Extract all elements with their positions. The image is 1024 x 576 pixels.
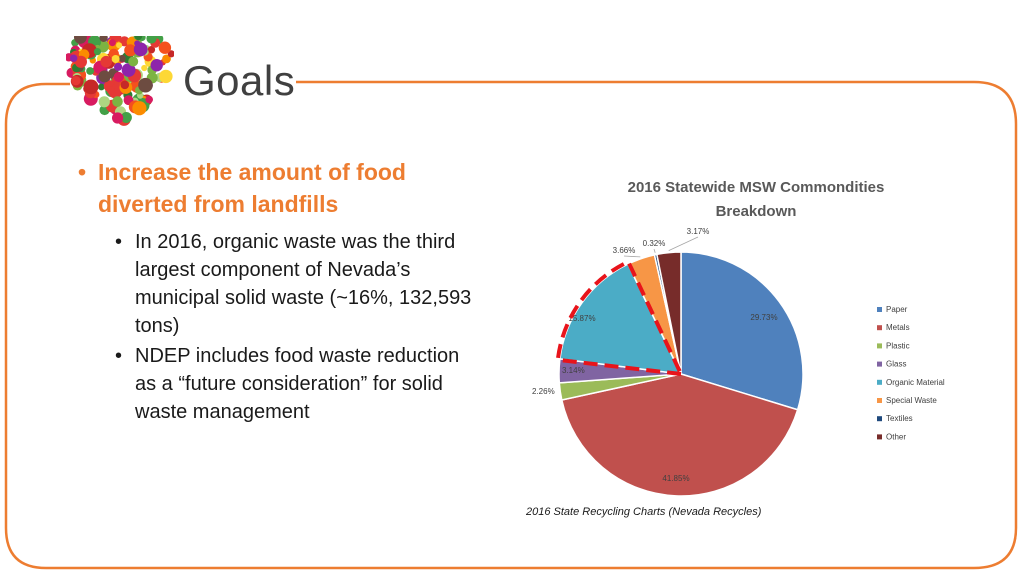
produce-dot bbox=[86, 67, 94, 75]
legend-swatch bbox=[877, 379, 882, 385]
produce-dot bbox=[132, 101, 147, 116]
sub-bullet-text: NDEP includes food waste reduction as a … bbox=[135, 345, 460, 423]
data-label: 2.26% bbox=[532, 387, 555, 396]
produce-dot bbox=[124, 44, 137, 57]
bullet-dot: • bbox=[115, 231, 123, 253]
pie-slice-paper bbox=[680, 251, 804, 411]
produce-dot bbox=[118, 54, 126, 62]
leader-line bbox=[653, 248, 656, 253]
legend-swatch bbox=[877, 343, 882, 349]
bullet-list: • Increase the amount of food diverted f… bbox=[78, 156, 478, 426]
produce-dot bbox=[70, 54, 78, 62]
produce-dot bbox=[159, 69, 173, 84]
bullet-main-text: Increase the amount of food diverted fro… bbox=[98, 159, 406, 217]
produce-dot bbox=[111, 55, 120, 63]
produce-dot bbox=[83, 79, 99, 95]
produce-dot bbox=[98, 96, 110, 108]
sub-bullet-text: In 2016, organic waste was the third lar… bbox=[135, 231, 472, 337]
leader-line bbox=[668, 236, 699, 251]
produce-dot bbox=[114, 62, 123, 71]
produce-dot bbox=[134, 36, 143, 41]
legend-label: Special Waste bbox=[886, 396, 937, 405]
pie-slice-metals bbox=[560, 373, 799, 497]
produce-dot bbox=[120, 112, 132, 123]
data-label: 15.87% bbox=[568, 314, 595, 323]
produce-dot bbox=[116, 42, 123, 49]
legend-label: Paper bbox=[886, 305, 908, 314]
produce-dot bbox=[108, 39, 116, 47]
legend-swatch bbox=[877, 398, 882, 403]
produce-dot bbox=[146, 36, 157, 44]
produce-dot bbox=[98, 70, 111, 83]
data-label: 41.85% bbox=[662, 474, 689, 483]
data-label: 29.73% bbox=[750, 313, 777, 322]
produce-dot bbox=[141, 64, 148, 72]
produce-dot bbox=[74, 36, 87, 44]
produce-dot bbox=[74, 55, 87, 68]
produce-dot bbox=[134, 40, 141, 47]
fruit-vegetable-heart-icon bbox=[66, 36, 174, 126]
data-label: 3.66% bbox=[613, 246, 636, 255]
sub-bullet: • In 2016, organic waste was the third l… bbox=[115, 228, 478, 340]
leader-line bbox=[623, 255, 641, 258]
produce-dot bbox=[158, 41, 172, 54]
produce-dot bbox=[120, 80, 130, 90]
legend-swatch bbox=[877, 361, 882, 367]
bullet-dot: • bbox=[78, 159, 87, 185]
produce-dot bbox=[138, 77, 153, 93]
bullet-dot: • bbox=[115, 345, 123, 367]
data-label: 0.32% bbox=[643, 239, 666, 248]
legend-swatch bbox=[877, 307, 882, 312]
produce-dot bbox=[93, 48, 102, 56]
produce-dot bbox=[99, 36, 108, 42]
produce-dot bbox=[106, 86, 116, 95]
produce-dot bbox=[112, 112, 124, 124]
legend-label: Glass bbox=[886, 360, 906, 369]
legend-swatch bbox=[877, 434, 882, 440]
legend-label: Other bbox=[886, 432, 906, 441]
produce-dot bbox=[150, 59, 163, 72]
bullet-main: • Increase the amount of food diverted f… bbox=[78, 156, 478, 220]
legend-swatch bbox=[877, 416, 882, 422]
produce-dot bbox=[112, 96, 123, 107]
produce-dot bbox=[162, 54, 171, 64]
produce-dot bbox=[145, 95, 153, 104]
produce-dot bbox=[113, 71, 124, 83]
page-title: Goals bbox=[183, 57, 296, 104]
chart-title: 2016 Statewide MSW Commondities Breakdown bbox=[628, 179, 885, 220]
produce-dot bbox=[100, 55, 112, 68]
legend-swatch bbox=[877, 325, 882, 331]
pie-chart: 2016 Statewide MSW Commondities Breakdown… bbox=[532, 179, 945, 497]
chart-caption: 2016 State Recycling Charts (Nevada Recy… bbox=[526, 506, 762, 518]
data-label: 3.14% bbox=[562, 366, 585, 375]
pie-slice-other bbox=[655, 251, 682, 375]
produce-dot bbox=[128, 56, 139, 67]
legend-label: Plastic bbox=[886, 341, 910, 350]
produce-dot bbox=[121, 63, 136, 77]
data-label: 3.17% bbox=[687, 227, 710, 236]
legend-label: Metals bbox=[886, 323, 910, 332]
sub-bullet: • NDEP includes food waste reduction as … bbox=[115, 342, 478, 426]
produce-dot bbox=[147, 46, 156, 54]
legend-label: Textiles bbox=[886, 414, 913, 423]
produce-dot bbox=[71, 76, 81, 86]
produce-dot bbox=[98, 83, 105, 91]
legend-label: Organic Material bbox=[886, 378, 945, 387]
highlight-outline bbox=[555, 259, 685, 377]
